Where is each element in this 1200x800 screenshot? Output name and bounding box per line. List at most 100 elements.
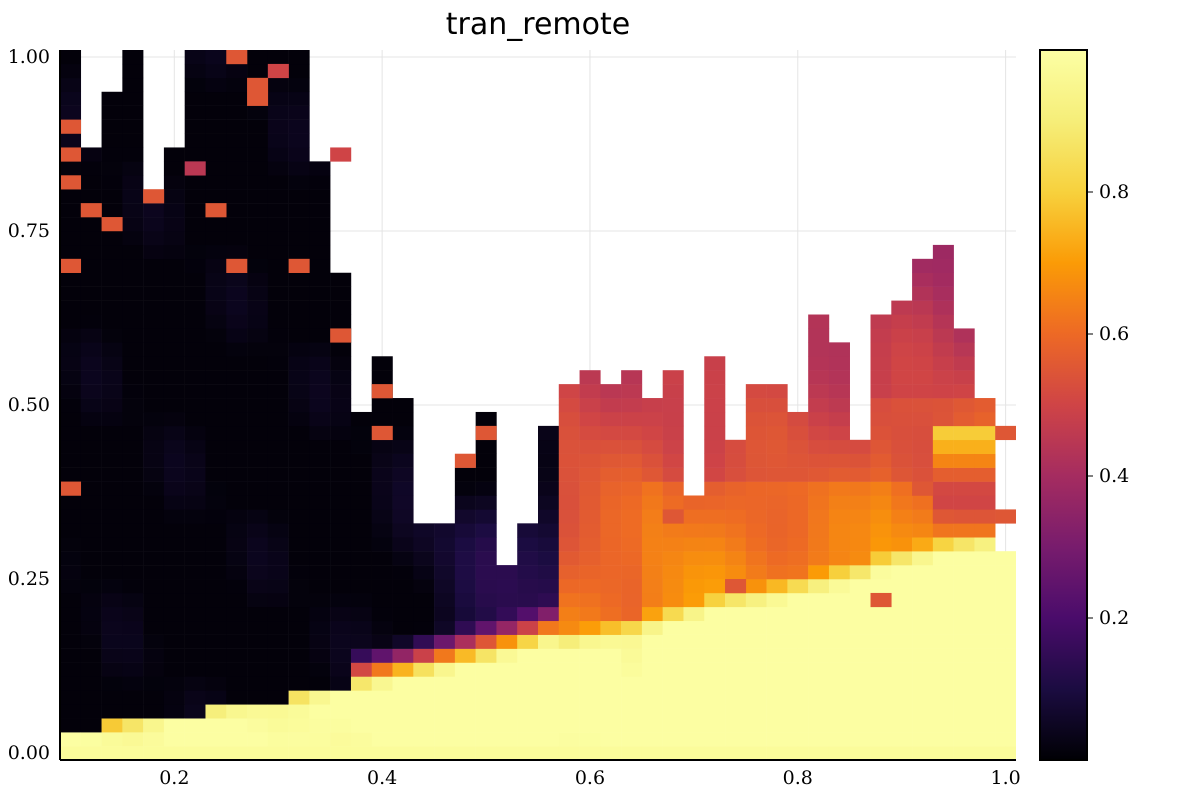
heatmap-cell-598 xyxy=(309,551,331,566)
heatmap-cell-790 xyxy=(454,551,476,566)
heatmap-cell-1184 xyxy=(787,495,809,510)
heatmap-cell-703 xyxy=(371,523,393,538)
heatmap-cell-1064 xyxy=(704,690,726,705)
heatmap-cell-1068 xyxy=(704,634,726,649)
heatmap-cell-897 xyxy=(558,467,580,482)
heatmap-cell-157 xyxy=(122,551,144,566)
heatmap-cell-1043 xyxy=(683,718,705,733)
heatmap-cell-386 xyxy=(226,662,248,677)
heatmap-cell-613 xyxy=(309,342,331,357)
heatmap-cell-772 xyxy=(434,565,456,580)
heatmap-cell-1367 xyxy=(912,384,934,399)
heatmap-cell-1005 xyxy=(641,495,663,510)
heatmap-cell-34 xyxy=(60,272,82,287)
heatmap-cell-1164 xyxy=(766,398,788,413)
heatmap-cell-1208 xyxy=(808,509,830,524)
heatmap-cell-1121 xyxy=(745,620,767,635)
heatmap-cell-1323 xyxy=(891,537,913,552)
heatmap-cell-1411 xyxy=(932,272,954,287)
heatmap-cell-1085 xyxy=(704,398,726,413)
heatmap-cell-664 xyxy=(350,718,372,733)
heatmap-cell-933 xyxy=(600,732,622,747)
heatmap-cell-852 xyxy=(517,523,539,538)
heatmap-cell-347 xyxy=(205,495,227,510)
outlier-cell-21 xyxy=(475,425,497,441)
heatmap-cell-374 xyxy=(205,119,227,134)
heatmap-cell-988 xyxy=(641,732,663,747)
heatmap-cell-1096 xyxy=(725,648,747,663)
heatmap-cell-1434 xyxy=(953,467,975,482)
heatmap-cell-729 xyxy=(392,565,414,580)
heatmap-cell-500 xyxy=(267,495,289,510)
heatmap-cell-1057 xyxy=(683,523,705,538)
heatmap-cell-1117 xyxy=(745,676,767,691)
heatmap-cell-701 xyxy=(371,551,393,566)
heatmap-cell-706 xyxy=(371,481,393,496)
heatmap-cell-1398 xyxy=(932,453,954,468)
heatmap-cell-1166 xyxy=(787,746,809,760)
heatmap-cell-242 xyxy=(163,634,185,649)
heatmap-cell-470 xyxy=(247,203,269,218)
heatmap-cell-1167 xyxy=(787,732,809,747)
heatmap-cell-963 xyxy=(621,690,643,705)
heatmap-cell-742 xyxy=(413,746,435,760)
heatmap-cell-1255 xyxy=(849,718,871,733)
outlier-cell-19 xyxy=(371,425,393,441)
heatmap-cell-1041 xyxy=(683,746,705,760)
heatmap-cell-681 xyxy=(350,481,372,496)
heatmap-cell-1195 xyxy=(808,690,830,705)
outlier-cell-12 xyxy=(247,77,269,93)
heatmap-cell-1062 xyxy=(704,718,726,733)
heatmap-cell-156 xyxy=(122,565,144,580)
heatmap-cell-505 xyxy=(267,425,289,441)
heatmap-cell-512 xyxy=(267,328,289,343)
heatmap-cell-1032 xyxy=(662,481,684,496)
heatmap-cell-297 xyxy=(184,481,206,496)
heatmap-cell-26 xyxy=(60,384,82,399)
heatmap-cell-951 xyxy=(600,481,622,496)
heatmap-cell-1230 xyxy=(828,648,850,663)
heatmap-cell-1017 xyxy=(662,690,684,705)
heatmap-cell-1081 xyxy=(704,453,726,468)
heatmap-cell-1329 xyxy=(891,453,913,468)
heatmap-cell-506 xyxy=(267,411,289,427)
heatmap-cell-1248 xyxy=(828,398,850,413)
heatmap-cell-198 xyxy=(143,690,165,705)
outlier-cell-2 xyxy=(60,175,82,190)
heatmap-cell-1260 xyxy=(849,648,871,663)
heatmap-cell-11 xyxy=(60,592,82,608)
heatmap-cell-1465 xyxy=(974,467,996,482)
heatmap-cell-232 xyxy=(143,217,165,232)
heatmap-cell-1212 xyxy=(808,453,830,468)
heatmap-cell-1302 xyxy=(870,384,892,399)
heatmap-cell-1297 xyxy=(870,453,892,468)
heatmap-cell-359 xyxy=(205,328,227,343)
heatmap-cell-888 xyxy=(558,592,580,608)
heatmap-cell-702 xyxy=(371,537,393,552)
heatmap-cell-1381 xyxy=(932,690,954,705)
heatmap-cell-254 xyxy=(163,467,185,482)
heatmap-cell-253 xyxy=(163,481,185,496)
heatmap-cell-1439 xyxy=(953,398,975,413)
heatmap-cell-929 xyxy=(579,398,601,413)
heatmap-cell-550 xyxy=(288,509,310,524)
heatmap-cell-245 xyxy=(163,592,185,608)
heatmap-cell-150 xyxy=(122,648,144,663)
heatmap-cell-1402 xyxy=(932,398,954,413)
heatmap-cell-920 xyxy=(579,523,601,538)
heatmap-cell-354 xyxy=(205,398,227,413)
heatmap-cell-1151 xyxy=(766,579,788,594)
heatmap-cell-118 xyxy=(101,425,123,441)
heatmap-cell-554 xyxy=(288,453,310,468)
heatmap-cell-441 xyxy=(247,606,269,622)
heatmap-cell-1339 xyxy=(891,314,913,329)
heatmap-cell-716 xyxy=(392,746,414,760)
heatmap-cell-80 xyxy=(80,342,102,357)
heatmap-cell-132 xyxy=(101,230,123,246)
outlier-cell-13 xyxy=(247,91,269,106)
heatmap-cell-1417 xyxy=(953,704,975,719)
heatmap-cell-1313 xyxy=(891,676,913,691)
heatmap-cell-1334 xyxy=(891,384,913,399)
heatmap-cell-334 xyxy=(205,676,227,691)
heatmap-cell-687 xyxy=(371,746,393,760)
